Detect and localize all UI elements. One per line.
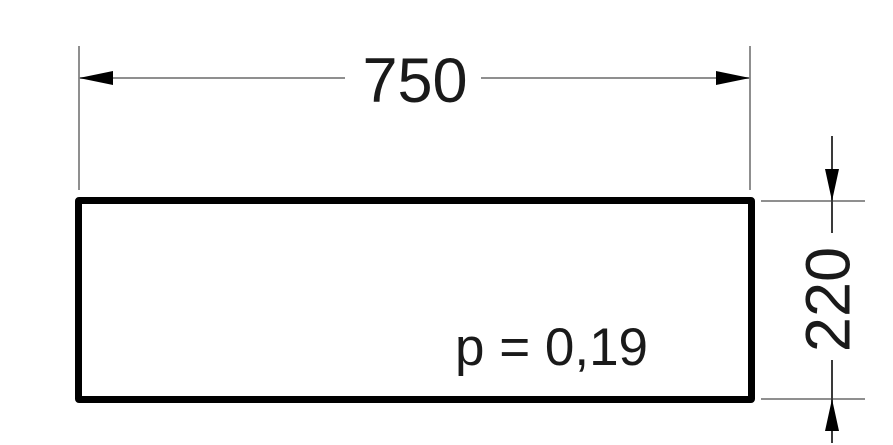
width-dimension-value: 750: [362, 46, 468, 116]
width-dimension-line-right: [481, 77, 750, 79]
width-dimension-line-left: [79, 77, 345, 79]
width-extension-line-left: [78, 46, 80, 190]
rectangle-outline: [75, 197, 755, 403]
arrowhead-left-icon: [79, 71, 113, 85]
arrowhead-up-icon: [825, 399, 839, 431]
height-extension-line-top: [761, 200, 865, 202]
arrowhead-down-icon: [825, 169, 839, 201]
height-extension-line-bottom: [761, 398, 865, 400]
height-dimension-value: 220: [793, 246, 864, 353]
arrowhead-right-icon: [716, 71, 750, 85]
width-extension-line-right: [749, 46, 751, 190]
rect-inner-label: p = 0,19: [455, 318, 649, 377]
